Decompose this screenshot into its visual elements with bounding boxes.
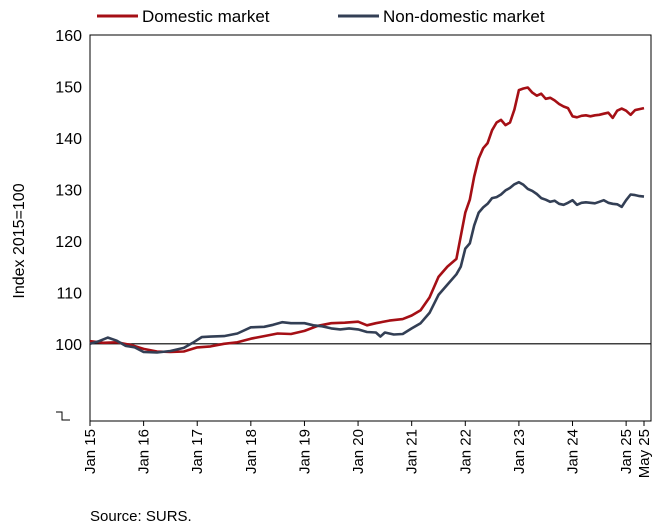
x-tick-label: Jan 19 (296, 429, 313, 474)
series-line-domestic (89, 86, 645, 354)
y-tick-label: 110 (56, 285, 82, 302)
x-tick-label: Jan 25 (618, 429, 635, 474)
x-tick-label: May 25 (636, 429, 653, 478)
x-tick-label: Jan 24 (565, 429, 582, 474)
plot-area (89, 34, 652, 422)
x-tick-label: Jan 23 (511, 429, 528, 474)
source-note: Source: SURS. (90, 508, 192, 525)
legend: Domestic market Non-domestic market (97, 7, 545, 26)
y-tick-label: 140 (55, 131, 82, 148)
y-tick-label: 130 (55, 182, 82, 199)
y-axis-label: Index 2015=100 (11, 183, 28, 298)
y-tick-label: 120 (55, 234, 82, 251)
series-line-non-domestic (89, 180, 645, 354)
y-tick-label: 150 (55, 79, 82, 96)
x-tick-label: Jan 17 (189, 429, 206, 474)
legend-label-domestic: Domestic market (142, 7, 270, 26)
x-axis: Jan 15 Jan 16 Jan 17 Jan 18 Jan 19 Jan 20 Jan … (82, 421, 653, 478)
x-tick-label: Jan 22 (457, 429, 474, 474)
x-tick-label: Jan 16 (136, 429, 153, 474)
series-group (89, 86, 645, 354)
axis-break-mark (56, 411, 70, 421)
y-tick-label: 100 (55, 337, 82, 354)
y-axis: 100 110 120 130 140 150 160 (55, 28, 82, 354)
x-tick-label: Jan 15 (82, 429, 99, 474)
x-tick-label: Jan 21 (404, 429, 421, 474)
y-tick-label: 160 (55, 28, 82, 45)
legend-label-non-domestic: Non-domestic market (383, 7, 545, 26)
x-tick-label: Jan 20 (350, 429, 367, 474)
x-tick-label: Jan 18 (243, 429, 260, 474)
